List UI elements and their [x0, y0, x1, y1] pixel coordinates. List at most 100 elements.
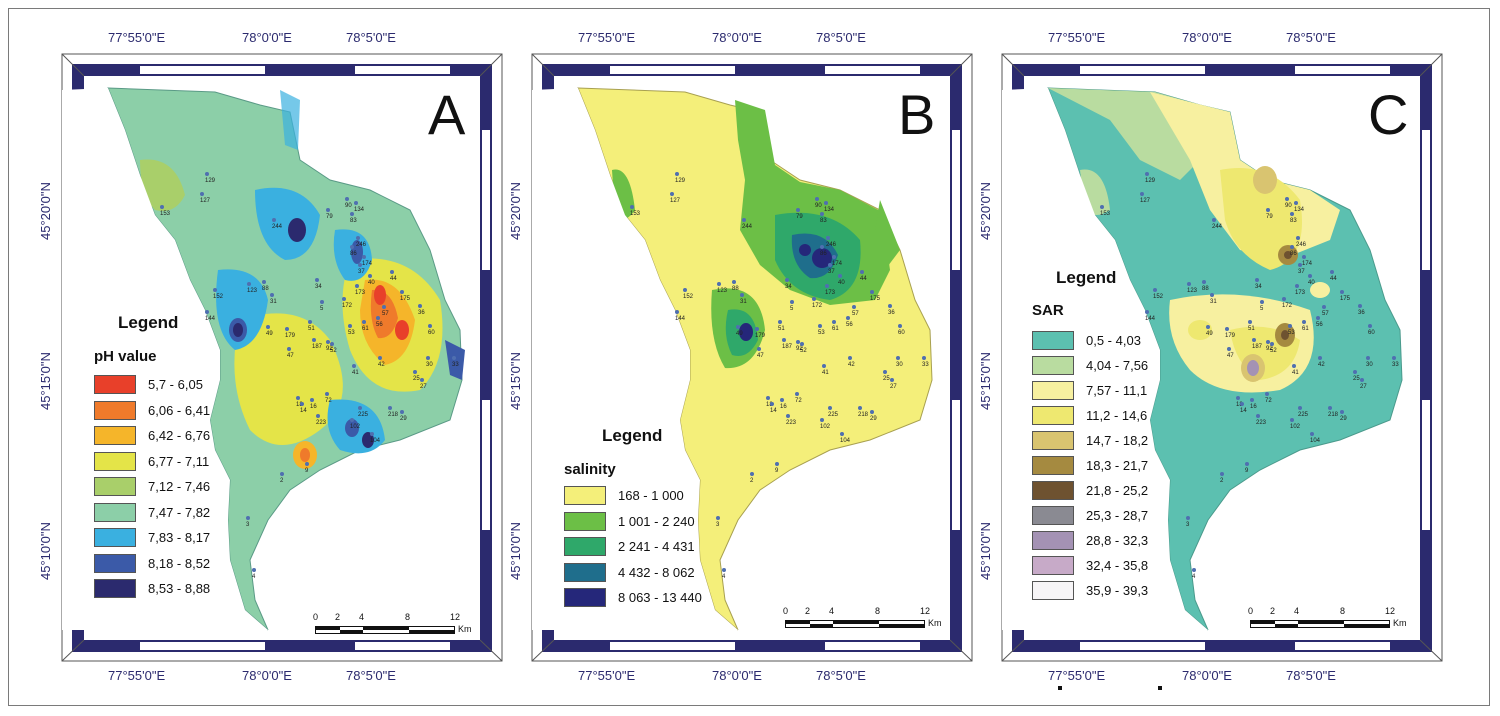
well-marker-icon [795, 392, 799, 396]
legend-label: 7,47 - 7,82 [148, 504, 211, 520]
legend-row: 25,3 - 28,7 [1032, 505, 1148, 526]
well-id: 134 [354, 207, 365, 213]
well-marker-icon [1360, 378, 1364, 382]
legend-row: 7,12 - 7,46 [94, 476, 210, 497]
well-label: 9 [305, 462, 310, 474]
scale-unit: Km [1393, 618, 1407, 628]
well-marker-icon [1328, 406, 1332, 410]
well-id: 60 [428, 330, 435, 336]
well-marker-icon [305, 462, 309, 466]
well-id: 52 [800, 348, 807, 354]
scale-tick: 8 [875, 606, 881, 616]
legend-row: 4,04 - 7,56 [1032, 355, 1148, 376]
well-id: 61 [362, 326, 369, 332]
legend-row: 14,7 - 18,2 [1032, 430, 1148, 451]
well-label: 41 [1292, 364, 1299, 376]
stray-mark [1058, 686, 1062, 690]
well-id: 174 [1302, 261, 1313, 267]
well-label: 86 [350, 245, 357, 257]
scale-unit: Km [928, 618, 942, 628]
scale-unit: Km [458, 624, 472, 634]
well-marker-icon [350, 418, 354, 422]
well-label: 49 [1206, 325, 1213, 337]
well-label: 223 [1256, 414, 1266, 426]
well-label: 53 [1288, 324, 1295, 336]
well-id: 3 [1186, 522, 1190, 528]
well-marker-icon [280, 472, 284, 476]
well-marker-icon [828, 406, 832, 410]
legend-label: 18,3 - 21,7 [1086, 458, 1149, 473]
well-id: 88 [1202, 286, 1209, 292]
well-marker-icon [316, 414, 320, 418]
panel-letter-c: C [1368, 83, 1409, 146]
well-marker-icon [1145, 172, 1149, 176]
well-label: 179 [755, 327, 765, 339]
top-coord-a-1: 77°55'0"E [108, 30, 166, 45]
bottom-coord-c-3: 78°5'0"E [1286, 668, 1336, 683]
legend-label: 6,77 - 7,11 [148, 453, 210, 469]
well-marker-icon [300, 402, 304, 406]
legend-row: 6,06 - 6,41 [94, 400, 210, 421]
well-label: 86 [820, 245, 827, 257]
well-marker-icon [1236, 396, 1240, 400]
well-marker-icon [400, 290, 404, 294]
well-marker-icon [350, 212, 354, 216]
well-label: 4 [722, 568, 727, 580]
well-id: 56 [1316, 322, 1323, 328]
well-marker-icon [428, 324, 432, 328]
well-label: 37 [828, 263, 835, 275]
well-marker-icon [796, 208, 800, 212]
well-id: 83 [1290, 218, 1297, 224]
well-label: 72 [325, 392, 332, 404]
legend-row: 0,5 - 4,03 [1032, 330, 1141, 351]
well-marker-icon [388, 406, 392, 410]
well-label: 175 [870, 290, 880, 302]
well-id: 9 [305, 468, 309, 474]
well-id: 129 [675, 178, 686, 184]
well-id: 30 [426, 362, 433, 368]
well-label: 127 [1140, 192, 1150, 204]
legend-row: 18,3 - 21,7 [1032, 455, 1148, 476]
well-marker-icon [1220, 472, 1224, 476]
legend-label: 35,9 - 39,3 [1086, 583, 1149, 598]
well-label: 40 [838, 274, 845, 286]
well-marker-icon [1340, 290, 1344, 294]
well-marker-icon [310, 398, 314, 402]
well-id: 41 [352, 370, 359, 376]
legend-swatch [564, 537, 606, 556]
well-marker-icon [1290, 212, 1294, 216]
well-marker-icon [675, 310, 679, 314]
well-marker-icon [812, 297, 816, 301]
well-label: 30 [426, 356, 433, 368]
well-label: 79 [796, 208, 803, 220]
legend-label: 1 001 - 2 240 [618, 513, 695, 529]
well-id: 56 [846, 322, 853, 328]
panel-c: 77°55'0"E 78°0'0"E 78°5'0"E 77°55'0"E 78… [940, 0, 1443, 716]
well-marker-icon [888, 304, 892, 308]
well-marker-icon [815, 197, 819, 201]
well-id: 172 [1282, 303, 1293, 309]
well-marker-icon [1256, 414, 1260, 418]
well-label: 34 [785, 278, 792, 290]
well-marker-icon [315, 278, 319, 282]
well-marker-icon [1260, 300, 1264, 304]
well-label: 30 [896, 356, 903, 368]
well-id: 175 [1340, 296, 1351, 302]
well-id: 152 [213, 294, 224, 300]
legend-label: 4 432 - 8 062 [618, 564, 695, 580]
well-id: 225 [358, 412, 369, 418]
well-id: 127 [200, 198, 211, 204]
well-id: 37 [358, 269, 365, 275]
well-id: 61 [1302, 326, 1309, 332]
well-marker-icon [1266, 340, 1270, 344]
well-label: 4 [252, 568, 257, 580]
well-marker-icon [1270, 342, 1274, 346]
legend-label: 21,8 - 25,2 [1086, 483, 1149, 498]
legend-subtitle-c: SAR [1032, 302, 1064, 319]
well-label: 34 [1255, 278, 1262, 290]
legend-swatch [1032, 581, 1074, 600]
well-id: 5 [1260, 306, 1264, 312]
map-frame-a [61, 53, 503, 662]
legend-swatch [1032, 456, 1074, 475]
well-label: 102 [820, 418, 830, 430]
